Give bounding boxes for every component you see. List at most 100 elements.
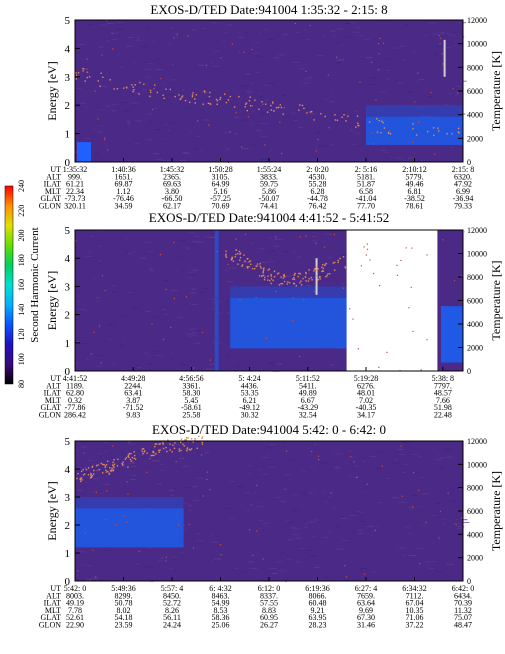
noise-mark	[204, 236, 211, 238]
scatter-dot	[104, 290, 106, 292]
noise-mark	[455, 93, 459, 95]
temperature-point	[259, 263, 261, 265]
temperature-point	[155, 443, 158, 445]
scatter-dot	[418, 489, 420, 491]
noise-mark	[409, 555, 417, 556]
noise-mark	[361, 460, 365, 462]
noise-mark	[334, 453, 342, 455]
noise-mark	[77, 489, 83, 491]
orbit-value: -71.52	[123, 403, 144, 412]
band-fringe	[75, 497, 184, 509]
noise-mark	[181, 89, 185, 91]
temperature-point	[237, 263, 239, 265]
noise-mark	[91, 577, 98, 579]
temperature-point	[112, 464, 114, 466]
orbit-row-label: GLON	[39, 202, 61, 211]
noise-mark	[99, 492, 103, 494]
temperature-point	[142, 453, 144, 455]
orbit-value: 58.30	[182, 389, 200, 398]
temperature-point	[165, 446, 167, 449]
noise-mark	[301, 470, 307, 472]
orbit-value: 5.86	[262, 187, 276, 196]
noise-mark	[303, 78, 311, 80]
noise-mark	[333, 466, 340, 468]
orbit-value: 50.78	[115, 599, 133, 608]
temperature-point	[208, 95, 211, 98]
noise-mark	[322, 36, 326, 38]
temperature-point	[283, 273, 285, 276]
noise-mark	[159, 463, 162, 465]
orbit-value: -66.50	[162, 194, 183, 203]
noise-mark	[276, 53, 285, 55]
bright-band	[75, 508, 184, 548]
orbit-value: 6.81	[408, 187, 422, 196]
noise-mark	[118, 66, 124, 68]
orbit-value: 51.87	[357, 180, 375, 189]
orbit-value: 8066.	[309, 591, 327, 600]
temperature-point	[300, 280, 302, 282]
noise-mark	[249, 82, 254, 84]
noise-mark	[197, 540, 205, 542]
scatter-dot	[412, 141, 414, 143]
temperature-point	[251, 267, 254, 270]
temperature-point	[258, 275, 261, 277]
scatter-dot	[352, 318, 354, 320]
noise-mark	[435, 571, 443, 573]
temperature-point	[158, 443, 160, 445]
temperature-point	[344, 267, 347, 269]
noise-mark	[127, 292, 134, 293]
temperature-point	[112, 469, 115, 471]
orbit-value: 54.18	[115, 613, 133, 622]
noise-mark	[396, 157, 403, 159]
temperature-point	[77, 473, 79, 475]
temperature-point	[82, 474, 85, 476]
scatter-dot	[405, 247, 407, 249]
temperature-point	[337, 261, 339, 264]
scatter-dot	[103, 139, 106, 141]
temperature-point	[76, 477, 78, 480]
orbit-value: 1189.	[66, 381, 84, 390]
temperature-point	[270, 104, 272, 107]
scatter-dot	[247, 116, 249, 118]
scatter-dot	[447, 492, 449, 494]
orbit-value: 48.57	[434, 389, 452, 398]
orbit-value: 4:49:28	[121, 374, 145, 383]
orbit-value: 4:56:56	[179, 374, 203, 383]
noise-mark	[147, 363, 153, 365]
temperature-point	[85, 468, 88, 471]
noise-mark	[326, 531, 331, 533]
temperature-point	[273, 110, 275, 112]
scatter-dot	[209, 359, 211, 361]
noise-mark	[99, 245, 103, 247]
noise-mark	[290, 510, 297, 512]
temperature-point	[258, 108, 260, 110]
temperature-point	[322, 267, 325, 270]
noise-mark	[97, 131, 104, 133]
orbit-value: 26.27	[260, 621, 278, 630]
noise-mark	[181, 364, 186, 366]
scatter-dot	[439, 43, 441, 45]
scatter-dot	[249, 529, 251, 531]
temperature-point	[315, 275, 317, 277]
noise-mark	[366, 525, 374, 527]
noise-mark	[237, 51, 241, 53]
noise-mark	[249, 504, 254, 506]
temperature-point	[432, 127, 435, 129]
scatter-dot	[461, 301, 463, 303]
orbit-value: 6.28	[311, 187, 325, 196]
panel-title: EXOS-D/TED Date:941004 4:41:52 - 5:41:52	[149, 210, 389, 225]
temperature-point	[262, 269, 265, 271]
temperature-point	[225, 255, 227, 257]
temperature-point	[104, 465, 107, 467]
noise-mark	[78, 309, 86, 310]
noise-mark	[311, 277, 315, 279]
noise-mark	[457, 526, 465, 528]
orbit-row-label: MLT	[45, 187, 61, 196]
temperature-point	[304, 276, 307, 278]
orbit-row-label: ILAT	[44, 180, 61, 189]
temperature-point	[314, 268, 316, 271]
orbit-value: 28.23	[309, 621, 327, 630]
temperature-point	[165, 88, 167, 90]
noise-mark	[322, 537, 329, 538]
temperature-point	[105, 469, 107, 471]
